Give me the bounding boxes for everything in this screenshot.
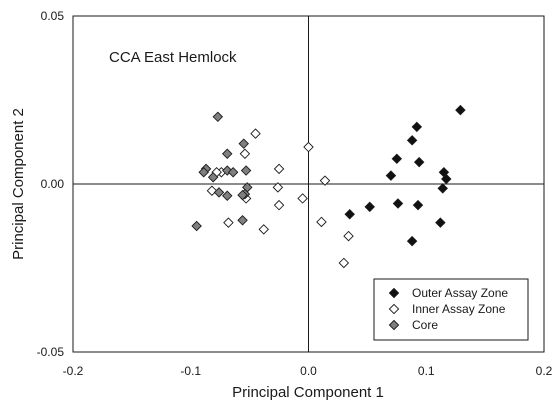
inner-assay-zone-point [316,216,327,228]
y-tick-label: 0.05 [41,9,65,23]
inner-assay-zone-point [338,257,350,269]
core-point [222,190,233,201]
core-point [237,189,248,201]
core-point [212,111,224,123]
core-point [207,172,219,183]
data-points [191,104,466,269]
core-point [238,138,249,149]
legend-label-core: Core [412,318,438,332]
y-axis-label: Principal Component 2 [10,108,27,260]
x-tick-label: 0.1 [418,364,435,378]
inner-assay-zone-point [303,141,314,153]
core-point [237,215,248,226]
core-point [213,187,225,198]
outer-assay-zone-point [435,217,446,228]
inner-assay-zone-point [273,163,285,175]
x-tick-label: 0.2 [536,364,552,378]
outer-assay-zone-point [412,199,424,211]
outer-assay-zone-point [344,209,355,220]
inner-assay-zone-point [273,199,285,211]
outer-assay-zone-point [385,170,397,181]
core-point [240,165,252,176]
inner-assay-zone-point [239,148,251,159]
x-axis-label: Principal Component 1 [232,384,384,401]
legend-label-outer-assay-zone: Outer Assay Zone [412,286,508,300]
outer-assay-zone-point [455,104,466,116]
inner-assay-zone-point [223,217,234,228]
outer-assay-zone-point [441,173,452,185]
legend-marker-outer-assay-zone [388,287,400,299]
inner-assay-zone-point [250,128,261,139]
inner-assay-zone-point [206,185,218,196]
x-tick-label: -0.1 [180,364,201,378]
y-tick-label: 0.00 [41,177,65,191]
outer-assay-zone-point [392,198,404,209]
chart-title: CCA East Hemlock [109,49,237,66]
outer-assay-zone-point [364,201,375,213]
outer-assay-zone-point [406,135,418,146]
legend-marker-inner-assay-zone [388,303,400,315]
inner-assay-zone-point [272,182,284,193]
core-point [222,148,233,159]
core-point [198,167,209,178]
x-tick-labels: -0.2 -0.1 0.0 0.1 0.2 [63,364,552,378]
outer-assay-zone-point [437,183,448,194]
outer-assay-zone-point [413,156,425,168]
legend-box [373,278,529,341]
inner-assay-zone-point [343,230,354,242]
outer-assay-zone-point [391,153,403,165]
inner-assay-zone-point [319,175,331,186]
outer-assay-zone-point [411,121,423,133]
y-tick-label: -0.05 [37,345,65,359]
outer-assay-zone-point [406,235,418,247]
legend-marker-core [388,319,400,331]
inner-assay-zone-point [297,193,308,204]
x-tick-label: 0.0 [300,364,317,378]
inner-assay-zone-point [258,224,269,235]
core-point [191,220,202,232]
legend-label-inner-assay-zone: Inner Assay Zone [412,302,506,316]
legend: Outer Assay Zone Inner Assay Zone Core [373,278,529,341]
x-tick-label: -0.2 [63,364,84,378]
core-point [227,167,239,178]
y-tick-labels: -0.05 0.00 0.05 [37,9,65,359]
